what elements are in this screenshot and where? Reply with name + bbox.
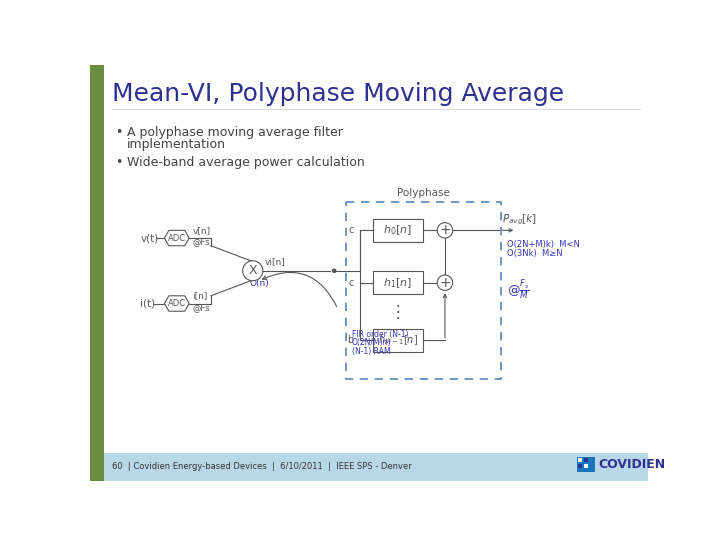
Text: +: + <box>439 276 451 289</box>
Text: Polyphase: Polyphase <box>397 188 450 198</box>
Circle shape <box>437 222 453 238</box>
Text: Wide-band average power calculation: Wide-band average power calculation <box>127 156 365 168</box>
Text: Mean-VI, Polyphase Moving Average: Mean-VI, Polyphase Moving Average <box>112 82 564 106</box>
Text: (N-1) RAM: (N-1) RAM <box>352 347 390 355</box>
Bar <box>584 464 588 468</box>
Bar <box>346 202 500 379</box>
Bar <box>90 65 104 481</box>
Text: X: X <box>248 264 257 277</box>
Text: b: b <box>347 335 354 346</box>
Bar <box>90 453 648 481</box>
Text: v[n]: v[n] <box>192 226 210 235</box>
Text: i(t): i(t) <box>140 299 156 308</box>
Text: $P_{avg}[k]$: $P_{avg}[k]$ <box>503 213 538 227</box>
Bar <box>373 329 423 352</box>
Circle shape <box>243 261 263 281</box>
Text: COVIDIEN: COVIDIEN <box>598 458 665 471</box>
Text: $h_0[n]$: $h_0[n]$ <box>384 224 413 237</box>
Text: $h_{M-1}[n]$: $h_{M-1}[n]$ <box>378 334 418 347</box>
Text: O(2N+M)k)  M<N: O(2N+M)k) M<N <box>507 240 580 249</box>
Bar <box>578 458 582 462</box>
Text: •: • <box>114 156 122 168</box>
Polygon shape <box>164 296 189 311</box>
Text: c: c <box>348 278 354 288</box>
Bar <box>90 453 104 481</box>
Text: O(2N/M)n): O(2N/M)n) <box>352 338 392 347</box>
Text: c: c <box>348 225 354 235</box>
Text: @Fs: @Fs <box>192 302 210 312</box>
Text: $@\frac{F_s}{M}$: $@\frac{F_s}{M}$ <box>507 278 530 302</box>
Text: O(3Nk)  M≥N: O(3Nk) M≥N <box>507 249 562 258</box>
Text: ⋮: ⋮ <box>390 302 406 321</box>
Text: $h_1[n]$: $h_1[n]$ <box>384 276 413 289</box>
Polygon shape <box>164 231 189 246</box>
Circle shape <box>332 269 336 273</box>
Text: 60  | Covidien Energy-based Devices  |  6/10/2011  |  IEEE SPS - Denver: 60 | Covidien Energy-based Devices | 6/1… <box>112 462 411 471</box>
Text: A polyphase moving average filter: A polyphase moving average filter <box>127 126 343 139</box>
Text: v(t): v(t) <box>140 233 158 243</box>
Text: vi[n]: vi[n] <box>265 258 286 267</box>
Text: O(n): O(n) <box>250 279 269 288</box>
Text: •: • <box>114 126 122 139</box>
Bar <box>577 457 595 472</box>
Bar <box>373 271 423 294</box>
Text: i[n]: i[n] <box>192 291 207 300</box>
Bar <box>578 464 582 468</box>
Bar <box>584 458 588 462</box>
Bar <box>373 219 423 242</box>
Circle shape <box>437 275 453 291</box>
Text: ADC: ADC <box>168 233 186 242</box>
Text: ADC: ADC <box>168 299 186 308</box>
Text: +: + <box>439 224 451 238</box>
FancyArrowPatch shape <box>263 273 337 307</box>
Text: FIR order (N-1): FIR order (N-1) <box>352 329 408 339</box>
Text: implementation: implementation <box>127 138 226 151</box>
Text: @Fs: @Fs <box>192 237 210 246</box>
